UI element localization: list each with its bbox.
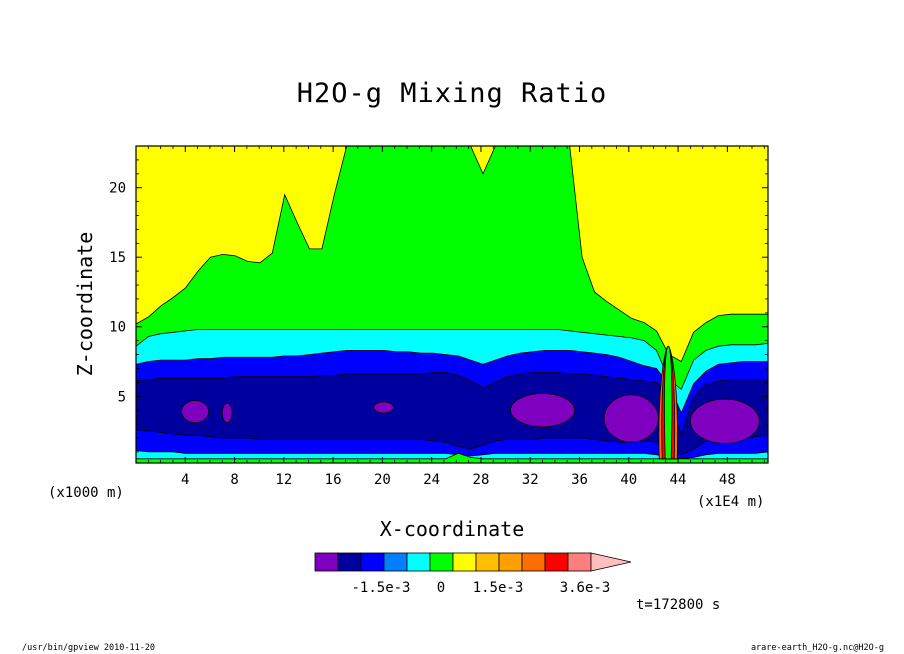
footer-left: /usr/bin/gpview 2010-11-20 [22, 643, 155, 653]
colorbar-cell [567, 552, 592, 572]
minimum-region-4 [510, 393, 575, 428]
x-axis-label: X-coordinate [380, 517, 525, 541]
colorbar-cell [452, 552, 477, 572]
minimum-region-2 [221, 402, 233, 424]
plot-area [136, 146, 768, 463]
y-axis-label: Z-coordinate [73, 232, 97, 377]
colorbar-cell [406, 552, 431, 572]
colorbar-cell [544, 552, 569, 572]
minimum-region-5 [603, 394, 659, 443]
time-label: t=172800 s [636, 597, 720, 613]
chart-title: H2O-g Mixing Ratio [297, 78, 608, 109]
y-tick-label: 5 [118, 389, 126, 405]
colorbar-cell [337, 552, 362, 572]
minimum-region-3 [373, 401, 394, 414]
plot-frame [135, 145, 769, 464]
x-tick-label: 8 [230, 472, 238, 488]
x-tick-label: 40 [620, 472, 637, 488]
colorbar-label: 1.5e-3 [473, 580, 524, 596]
x-tick-label: 44 [670, 472, 687, 488]
colorbar-cell [475, 552, 500, 572]
colorbar-cell [383, 552, 408, 572]
footer-right: arare-earth_H2O-g.nc@H2O-g [751, 643, 884, 653]
minimum-region-1 [181, 400, 210, 424]
x-tick-label: 20 [374, 472, 391, 488]
colorbar-cell [521, 552, 546, 572]
y-tick-label: 10 [109, 320, 126, 336]
plume-band-3 [664, 345, 673, 460]
x-tick-label: 48 [719, 472, 736, 488]
colorbar-label: 0 [437, 580, 445, 596]
colorbar-labels: -1.5e-3 0 1.5e-3 3.6e-3 [351, 580, 610, 596]
colorbar-cell [498, 552, 523, 572]
x-tick-label: 36 [571, 472, 588, 488]
x-unit-label: (x1E4 m) [697, 494, 764, 510]
colorbar-label: 3.6e-3 [560, 580, 611, 596]
x-tick-label: 4 [181, 472, 189, 488]
minimum-region-6 [689, 398, 760, 444]
x-tick-label: 24 [423, 472, 440, 488]
x-tick-label: 12 [275, 472, 292, 488]
colorbar-cell [314, 552, 339, 572]
y-axis-ticks: 5 10 15 20 [109, 159, 768, 453]
colorbar-arrow [590, 552, 632, 572]
x-axis-ticks: 4 8 12 16 20 24 28 32 36 40 44 48 [147, 146, 765, 488]
x-tick-label: 32 [522, 472, 539, 488]
y-tick-label: 15 [109, 250, 126, 266]
colorbar-cell [360, 552, 385, 572]
contour-band-green2 [136, 452, 768, 463]
colorbar-cell [429, 552, 454, 572]
y-tick-label: 20 [109, 181, 126, 197]
x-tick-label: 28 [473, 472, 490, 488]
x-tick-label: 16 [325, 472, 342, 488]
y-unit-label: (x1000 m) [48, 485, 124, 501]
colorbar-label: -1.5e-3 [351, 580, 410, 596]
colorbar [314, 552, 632, 572]
